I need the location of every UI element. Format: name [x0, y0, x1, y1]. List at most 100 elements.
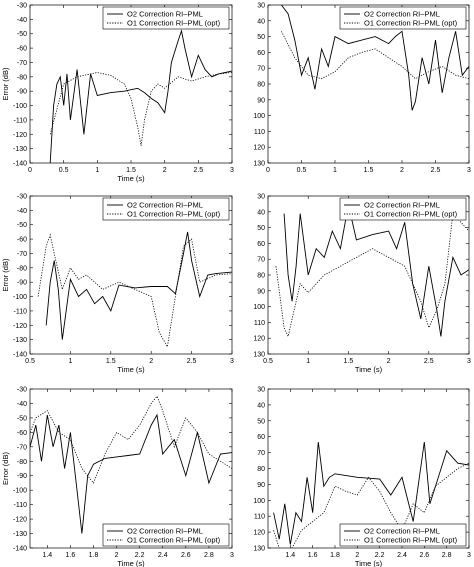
y-tick-label: -70: [17, 60, 27, 67]
y-tick-label: 50: [257, 225, 265, 232]
x-tick-label: 2: [115, 552, 119, 559]
y-tick-label: 60: [257, 50, 265, 57]
legend-label: O2 Correction RI–PML: [364, 527, 440, 536]
series-line-2: [37, 233, 232, 348]
x-axis-label: Time (s): [355, 559, 383, 567]
y-tick-label: 80: [257, 82, 265, 89]
y-tick-label: -80: [17, 459, 27, 466]
y-tick-label: -70: [17, 444, 27, 451]
y-tick-label: 110: [254, 129, 265, 136]
y-tick-label: 120: [253, 336, 265, 343]
x-tick-label: 3: [467, 552, 471, 559]
x-tick-label: 2.5: [193, 167, 203, 174]
y-tick-label: -40: [17, 17, 27, 24]
series-line-1: [49, 29, 232, 163]
y-tick-label: -60: [17, 46, 27, 53]
x-tick-label: 1.8: [330, 552, 340, 559]
y-tick-label: -130: [13, 146, 27, 153]
y-tick-label: -110: [14, 308, 28, 315]
y-tick-label: -90: [17, 473, 27, 480]
y-tick-label: -60: [17, 237, 27, 244]
x-tick-label: 2.6: [181, 552, 191, 559]
x-tick-label: 0: [28, 167, 32, 174]
x-tick-label: 2.2: [375, 552, 385, 559]
x-tick-label: 1.8: [89, 552, 99, 559]
x-tick-label: 1.6: [66, 552, 76, 559]
y-tick-label: -140: [13, 546, 27, 553]
y-tick-label: -120: [13, 323, 27, 330]
y-tick-label: 40: [257, 209, 265, 216]
x-tick-label: 1: [306, 358, 310, 365]
x-tick-label: 3: [467, 167, 471, 174]
series-line-2: [30, 395, 232, 484]
x-tick-label: 3: [230, 167, 234, 174]
y-tick-label: 60: [257, 241, 265, 248]
y-tick-label: 50: [257, 34, 265, 41]
x-tick-label: 2.4: [397, 552, 407, 559]
x-tick-label: 1.4: [42, 552, 52, 559]
chart-panel-2: 0 0.5 1 1.5 2 2.5 3 30 40 50 60 70 80 90 100 110 120 130 O…: [253, 3, 471, 175]
y-tick-label: -140: [13, 352, 27, 359]
x-tick-label: 2.2: [135, 552, 145, 559]
x-tick-label: 0.5: [25, 358, 35, 365]
plot-frame: [29, 195, 233, 355]
y-tick-label: -100: [13, 103, 27, 110]
y-tick-label: 100: [253, 113, 265, 120]
y-tick-label: -50: [17, 31, 27, 38]
y-axis-label: Error (dB): [1, 67, 10, 100]
x-tick-label: 1.5: [126, 167, 136, 174]
series-line-1: [283, 204, 469, 337]
y-tick-label: 70: [257, 66, 265, 73]
x-tick-label: 2.5: [424, 358, 434, 365]
legend-box: [102, 523, 230, 547]
y-tick-label: -70: [17, 251, 27, 258]
x-axis-label: Time (s): [355, 365, 383, 374]
x-tick-label: 1: [95, 167, 99, 174]
y-tick-label: 100: [253, 498, 265, 505]
y-tick-label: -30: [17, 194, 27, 201]
series-line-2: [281, 31, 469, 80]
y-tick-label: -30: [17, 3, 27, 10]
y-tick-label: -130: [13, 337, 27, 344]
chart-panel-5: 1.4 1.6 1.8 2 2.2 2.4 2.6 2.8 3 -30 -40 -50 -60 -70 -8…: [1, 387, 234, 567]
legend-label: O1 Correction RI–PML (opt): [364, 210, 458, 219]
legend-box: [339, 197, 467, 221]
chart-panel-6: 1.4 1.6 1.8 2 2.2 2.4 2.6 2.8 3 30 40 50 60 70 80 90 100…: [253, 387, 471, 567]
legend-box: [102, 6, 230, 30]
y-tick-label: -50: [17, 222, 27, 229]
y-tick-label: -90: [17, 280, 27, 287]
x-tick-label: 1.5: [344, 358, 354, 365]
y-tick-label: 70: [257, 450, 265, 457]
x-tick-label: 2.5: [187, 358, 197, 365]
y-tick-label: -30: [17, 387, 27, 394]
legend-label: O2 Correction RI–PML: [364, 201, 440, 210]
x-tick-label: 2: [163, 167, 167, 174]
x-axis-label: Time (s): [117, 559, 145, 567]
legend-label: O2 Correction RI–PML: [127, 527, 203, 536]
legend-label: O1 Correction RI–PML (opt): [127, 536, 221, 545]
x-tick-label: 1: [333, 167, 337, 174]
y-tick-label: 90: [257, 288, 265, 295]
x-tick-label: 2: [355, 552, 359, 559]
y-tick-label: -40: [17, 208, 27, 215]
y-tick-label: -60: [17, 430, 27, 437]
chart-panel-4: 0.5 1 1.5 2 2.5 3 30 40 50 60 70 80 90 100 110 120 130 Ti…: [253, 194, 471, 375]
y-tick-label: 80: [257, 466, 265, 473]
x-tick-label: 2.8: [204, 552, 214, 559]
chart-panel-1: 0 0.5 1 1.5 2 2.5 3 -30 -40 -50 -60 -70 -80 -90 -100 -1…: [1, 3, 234, 184]
y-tick-label: -100: [13, 488, 27, 495]
series-line-2: [49, 72, 232, 146]
y-tick-label: 90: [257, 482, 265, 489]
legend-label: O2 Correction RI–PML: [364, 10, 440, 19]
series-line-1: [281, 5, 469, 111]
legend-label: O2 Correction RI–PML: [127, 201, 203, 210]
x-tick-label: 0.5: [263, 358, 273, 365]
legend-label: O1 Correction RI–PML (opt): [364, 19, 458, 28]
x-tick-label: 3: [467, 358, 471, 365]
y-tick-label: 30: [257, 194, 265, 201]
x-tick-label: 0: [266, 167, 270, 174]
y-tick-label: -110: [14, 117, 28, 124]
y-tick-label: 130: [253, 546, 265, 553]
x-tick-label: 2: [387, 358, 391, 365]
